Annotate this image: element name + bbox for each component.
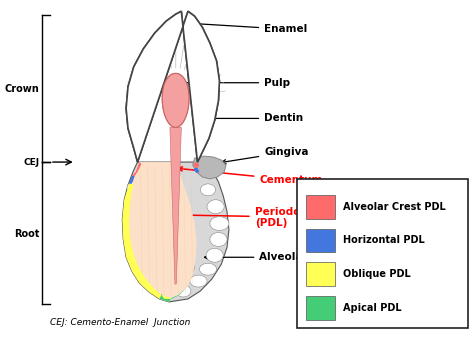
FancyBboxPatch shape (306, 262, 335, 286)
Ellipse shape (167, 234, 190, 249)
FancyBboxPatch shape (297, 179, 468, 328)
Ellipse shape (156, 250, 176, 264)
Polygon shape (194, 162, 200, 168)
Text: Alveolar Bone: Alveolar Bone (205, 252, 341, 262)
Text: CEJ: CEJ (23, 158, 39, 167)
FancyBboxPatch shape (306, 228, 335, 252)
Text: Dentin: Dentin (207, 114, 303, 123)
Ellipse shape (146, 273, 163, 285)
Text: Gingiva: Gingiva (222, 147, 309, 164)
Polygon shape (132, 162, 141, 176)
Ellipse shape (156, 283, 172, 295)
Ellipse shape (128, 231, 147, 244)
Polygon shape (162, 73, 189, 127)
Ellipse shape (133, 246, 150, 260)
Ellipse shape (210, 217, 229, 231)
Ellipse shape (176, 285, 191, 297)
Polygon shape (159, 287, 187, 302)
Text: Pulp: Pulp (180, 78, 290, 88)
Ellipse shape (176, 260, 195, 274)
Text: Root: Root (14, 230, 39, 239)
Text: Apical PDL: Apical PDL (343, 303, 402, 313)
Text: Cementum: Cementum (178, 167, 323, 185)
Ellipse shape (210, 233, 227, 246)
Ellipse shape (135, 197, 155, 213)
Text: Periodontal Ligament
(PDL): Periodontal Ligament (PDL) (164, 207, 382, 228)
Ellipse shape (201, 184, 216, 196)
Polygon shape (193, 156, 226, 179)
Ellipse shape (207, 200, 224, 214)
Ellipse shape (138, 261, 155, 273)
Ellipse shape (127, 181, 144, 195)
Polygon shape (162, 73, 189, 127)
Text: Enamel: Enamel (192, 22, 308, 34)
Text: Oblique PDL: Oblique PDL (343, 269, 411, 279)
Polygon shape (122, 162, 229, 302)
Polygon shape (128, 162, 197, 298)
Text: Crown: Crown (5, 84, 39, 94)
Text: Alveolar Crest PDL: Alveolar Crest PDL (343, 202, 446, 212)
FancyBboxPatch shape (306, 195, 335, 219)
FancyBboxPatch shape (306, 296, 335, 320)
Ellipse shape (158, 214, 180, 230)
Polygon shape (126, 11, 219, 162)
Ellipse shape (190, 275, 207, 287)
Polygon shape (129, 176, 135, 184)
Ellipse shape (200, 263, 217, 275)
Polygon shape (122, 184, 171, 302)
Polygon shape (194, 168, 200, 173)
Ellipse shape (167, 273, 184, 285)
Ellipse shape (206, 248, 223, 262)
Polygon shape (126, 11, 219, 162)
Text: Horizontal PDL: Horizontal PDL (343, 235, 425, 245)
Text: CEJ: Cemento-Enamel  Junction: CEJ: Cemento-Enamel Junction (50, 318, 191, 327)
Ellipse shape (126, 215, 141, 228)
Polygon shape (170, 127, 182, 284)
